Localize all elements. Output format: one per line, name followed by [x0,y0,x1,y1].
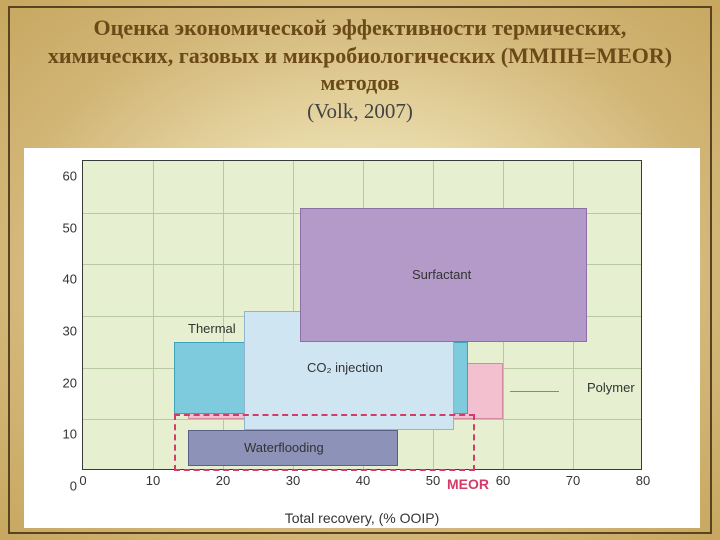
series-label-polymer: Polymer [587,380,635,395]
y-tick: 20 [63,375,77,390]
y-tick: 0 [70,479,77,494]
slide-subtitle: (Volk, 2007) [10,99,710,124]
leader-line [510,391,559,392]
x-tick: 80 [636,473,650,488]
chart-canvas: Incremental oil cost, $/barrel Total rec… [24,148,700,528]
y-tick: 40 [63,272,77,287]
series-label-thermal: Thermal [188,321,236,336]
meor-label: MEOR [447,476,489,492]
y-tick: 60 [63,169,77,184]
x-tick: 10 [146,473,160,488]
meor-dashed-box [174,414,475,471]
x-tick: 40 [356,473,370,488]
y-tick: 10 [63,427,77,442]
x-tick: 70 [566,473,580,488]
series-surfactant [300,208,587,342]
plot-area: 010203040506070800102030405060Waterflood… [82,160,642,470]
slide-title: Оценка экономической эффективности терми… [10,8,710,99]
x-tick: 50 [426,473,440,488]
x-tick: 60 [496,473,510,488]
x-tick: 30 [286,473,300,488]
gridline-v [153,161,154,469]
y-tick: 30 [63,324,77,339]
x-tick: 0 [79,473,86,488]
x-tick: 20 [216,473,230,488]
x-axis-label: Total recovery, (% OOIP) [285,510,440,526]
y-tick: 50 [63,220,77,235]
